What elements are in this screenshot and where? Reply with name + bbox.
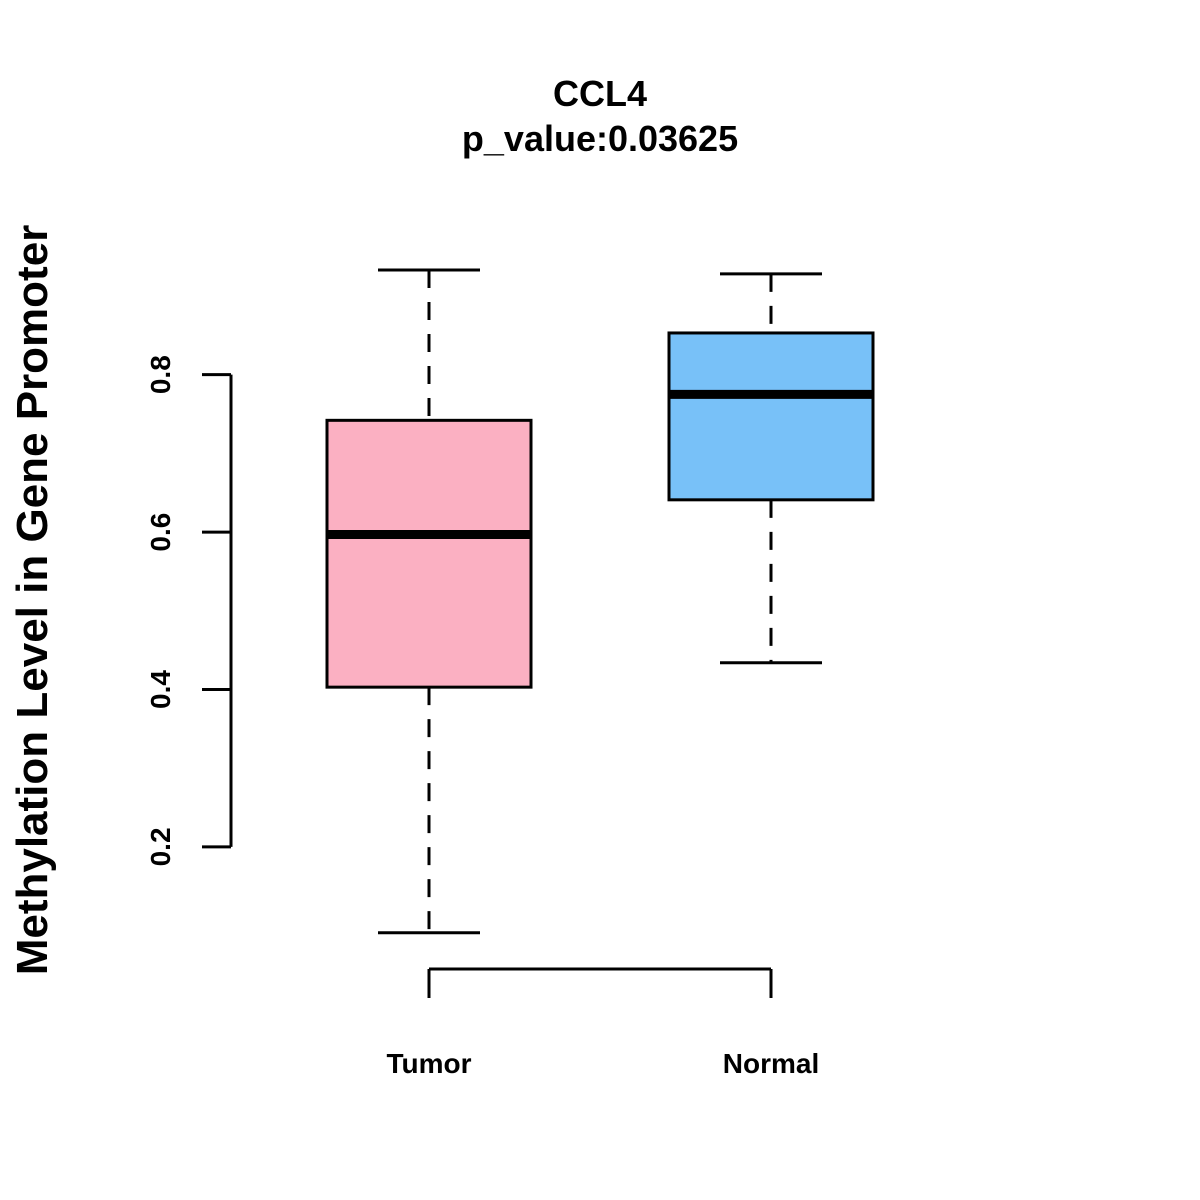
y-axis: 0.2 0.4 0.6 0.8 — [145, 355, 233, 866]
x-tick-label: Normal — [723, 1048, 819, 1079]
x-tick-label: Tumor — [386, 1048, 471, 1079]
y-tick-label: 0.2 — [145, 827, 176, 866]
y-tick-label: 0.4 — [145, 670, 176, 709]
chart-title: CCL4 — [553, 73, 647, 114]
y-axis-label: Methylation Level in Gene Promoter — [8, 225, 57, 976]
box-iqr — [667, 331, 875, 502]
y-tick-label: 0.8 — [145, 355, 176, 394]
y-tick-label: 0.6 — [145, 513, 176, 552]
box-group-normal — [667, 272, 875, 665]
box-group-tumor — [325, 268, 533, 935]
boxes — [325, 268, 875, 935]
chart-subtitle: p_value:0.03625 — [462, 118, 738, 159]
x-axis: Tumor Normal — [386, 967, 819, 1079]
box-iqr — [325, 418, 533, 689]
